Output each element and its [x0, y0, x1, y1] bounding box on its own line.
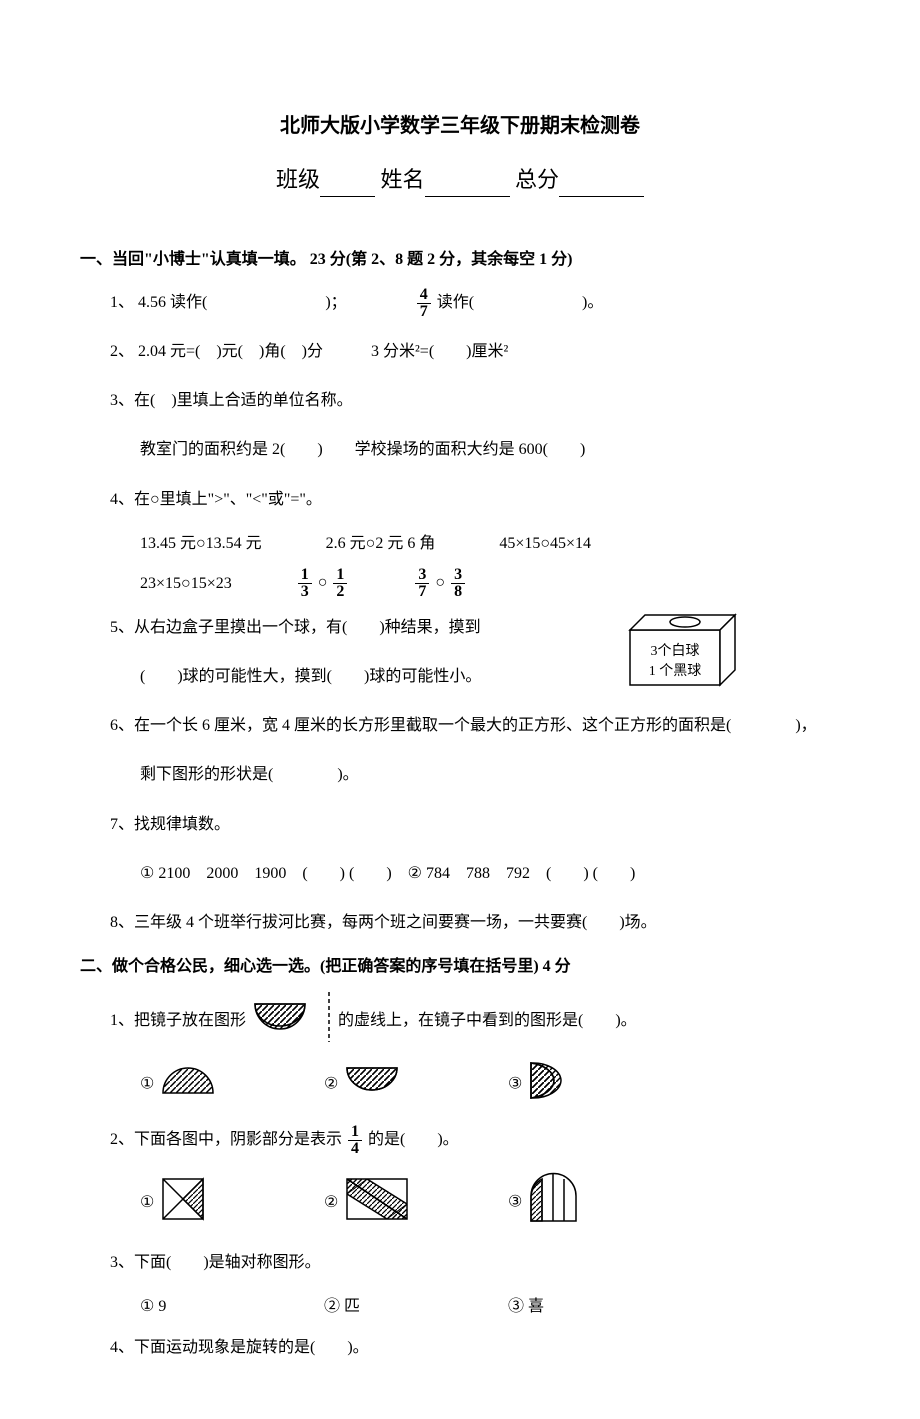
- frac-num: 3: [451, 567, 465, 584]
- q3: 3、在( )里填上合适的单位名称。: [110, 383, 840, 418]
- frac-num: 1: [348, 1124, 362, 1141]
- s2-q1-opt2: ②: [324, 1063, 504, 1107]
- box-figure: 3个白球 1 个黑球: [620, 610, 750, 708]
- s2-q3-opt1: ① 9: [140, 1294, 320, 1320]
- s2-q2-b: 的是( )。: [368, 1131, 459, 1148]
- frac-den: 7: [417, 304, 431, 320]
- q7: 7、找规律填数。: [110, 807, 840, 842]
- opt-label: ②: [324, 1076, 338, 1093]
- s2-q3-opt2: ② 匹: [324, 1294, 504, 1320]
- q1-text-a: 1、 4.56 读作(: [110, 294, 207, 311]
- q1-text-c: 读作(: [437, 294, 474, 311]
- s2-q1-opt3: ③: [508, 1058, 688, 1112]
- s2-q1: 1、把镜子放在图形 的虚线上，在镜子中看到的图形是( )。: [110, 992, 840, 1051]
- box-label-2: 1 个黑球: [649, 663, 702, 679]
- fraction-4-7: 4 7: [417, 287, 431, 320]
- q4-r2-c: 37 ○ 38: [413, 567, 467, 600]
- q4-r2-b: 13 ○ 12: [296, 567, 350, 600]
- shape-opt2-icon: [342, 1063, 402, 1107]
- frac-den: 4: [348, 1141, 362, 1157]
- s2-q2-a: 2、下面各图中，阴影部分是表示: [110, 1131, 342, 1148]
- q3-sub: 教室门的面积约是 2( ) 学校操场的面积大约是 600( ): [140, 432, 840, 467]
- q8: 8、三年级 4 个班举行拔河比赛，每两个班之间要赛一场，一共要赛( )场。: [110, 905, 840, 940]
- section-1-title: 一、当回"小博士"认真填一填。 23 分(第 2、8 题 2 分，其余每空 1 …: [80, 247, 840, 273]
- frac-num: 4: [417, 287, 431, 304]
- opt-label: ③: [508, 1076, 522, 1093]
- frac-den: 8: [451, 584, 465, 600]
- q6-b: 剩下图形的形状是( )。: [140, 757, 840, 792]
- frac-den: 2: [333, 584, 347, 600]
- opt-label: ①: [140, 1194, 154, 1211]
- q4: 4、在○里填上">"、"<"或"="。: [110, 482, 840, 517]
- class-label: 班级: [276, 167, 320, 192]
- q4-row2: 23×15○15×23 13 ○ 12 37 ○ 38: [140, 567, 840, 600]
- s2-q1-a: 1、把镜子放在图形: [110, 1012, 246, 1029]
- s2-q2-opt2: ②: [324, 1174, 504, 1233]
- q4-r2-a: 23×15○15×23: [140, 571, 232, 597]
- mirror-shape-icon: [250, 999, 320, 1043]
- shape-opt1-icon: [158, 1063, 218, 1107]
- q4-r1-c: 45×15○45×14: [499, 531, 591, 557]
- s2-q3: 3、下面( )是轴对称图形。: [110, 1245, 840, 1280]
- box-svg: 3个白球 1 个黑球: [620, 610, 750, 695]
- mirror-dashed-line-icon: [324, 992, 334, 1051]
- s2-q3-options: ① 9 ② 匹 ③ 喜: [140, 1294, 840, 1320]
- s2-q2-opt3: ③: [508, 1171, 608, 1235]
- frac-num: 1: [298, 567, 312, 584]
- q5: 5、从右边盒子里摸出一个球，有( )种结果，摸到 3个白球 1 个黑球: [110, 610, 840, 645]
- s2-q2-opt1: ①: [140, 1174, 320, 1233]
- s2-q1-b: 的虚线上，在镜子中看到的图形是( )。: [338, 1012, 637, 1029]
- s2-q1-opt1: ①: [140, 1063, 320, 1107]
- fraction-1-4: 1 4: [348, 1124, 362, 1157]
- frac-num: 3: [415, 567, 429, 584]
- q4-r1-a: 13.45 元○13.54 元: [140, 531, 262, 557]
- section-2-title: 二、做个合格公民，细心选一选。(把正确答案的序号填在括号里) 4 分: [80, 954, 840, 980]
- q7-sub: ① 2100 2000 1900 ( ) ( ) ② 784 788 792 (…: [140, 856, 840, 891]
- q6-a: 6、在一个长 6 厘米，宽 4 厘米的长方形里截取一个最大的正方形、这个正方形的…: [110, 708, 840, 743]
- exam-title: 北师大版小学数学三年级下册期末检测卷: [80, 110, 840, 142]
- frac-den: 7: [415, 584, 429, 600]
- opt-label: ②: [324, 1194, 338, 1211]
- arch-opt3-icon: [526, 1171, 581, 1235]
- opt-label: ③: [508, 1194, 522, 1211]
- q2: 2、 2.04 元=( )元( )角( )分 3 分米²=( )厘米²: [110, 334, 840, 369]
- score-label: 总分: [515, 167, 559, 192]
- shape-opt3-icon: [526, 1058, 566, 1112]
- frac-num: 1: [333, 567, 347, 584]
- square-opt1-icon: [158, 1174, 208, 1233]
- s2-q2-options: ① ②: [140, 1171, 840, 1235]
- q4-row1: 13.45 元○13.54 元 2.6 元○2 元 6 角 45×15○45×1…: [140, 531, 840, 557]
- s2-q4: 4、下面运动现象是旋转的是( )。: [110, 1330, 840, 1365]
- s2-q3-opt3: ③ 喜: [508, 1294, 688, 1320]
- header-fill-line: 班级 姓名 总分: [80, 162, 840, 197]
- box-label-1: 3个白球: [651, 643, 700, 659]
- q1-text-b: )；: [325, 294, 346, 311]
- opt-label: ①: [140, 1076, 154, 1093]
- name-label: 姓名: [380, 167, 424, 192]
- s2-q1-options: ① ② ③: [140, 1058, 840, 1112]
- q4-r1-b: 2.6 元○2 元 6 角: [326, 531, 436, 557]
- q5-a: 5、从右边盒子里摸出一个球，有( )种结果，摸到: [110, 619, 481, 636]
- square-opt2-icon: [342, 1174, 412, 1233]
- s2-q2: 2、下面各图中，阴影部分是表示 1 4 的是( )。: [110, 1122, 840, 1157]
- q1: 1、 4.56 读作( )； 4 7 读作( )。: [110, 285, 840, 320]
- q1-text-d: )。: [582, 294, 603, 311]
- frac-den: 3: [298, 584, 312, 600]
